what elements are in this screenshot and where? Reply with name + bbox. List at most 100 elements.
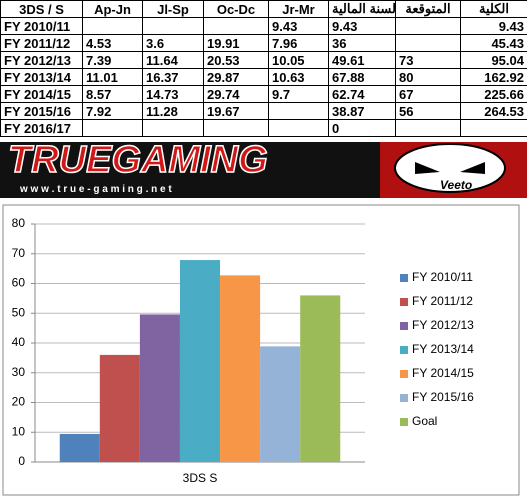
legend-swatch <box>400 418 408 426</box>
table-cell: 9.7 <box>268 85 329 103</box>
table-cell: FY 2015/16 <box>0 102 83 120</box>
table-cell: 62.74 <box>328 85 396 103</box>
table-row: FY 2015/16 7.92 11.28 19.67 38.87 56 264.53 <box>0 102 527 120</box>
legend-label: Goal <box>412 414 437 428</box>
mascot-name: Veeto <box>440 178 472 192</box>
table-cell: 3.6 <box>142 34 204 52</box>
table-cell: 16.37 <box>142 68 204 86</box>
legend-swatch <box>400 346 408 354</box>
table-row: FY 2012/13 7.39 11.64 20.53 10.05 49.61 73 95.0… <box>0 51 527 69</box>
table-cell: الكلية <box>460 0 527 18</box>
legend-swatch <box>400 322 408 330</box>
y-tick-label: 30 <box>12 365 26 379</box>
table-cell: 19.91 <box>203 34 269 52</box>
bar <box>59 433 100 462</box>
banner-url: w w w . t r u e - g a m i n g . n e t <box>19 184 172 195</box>
bar <box>300 295 341 462</box>
legend-label: FY 2013/14 <box>412 342 474 356</box>
table-cell <box>142 17 204 35</box>
table-row: FY 2013/14 11.01 16.37 29.87 10.63 67.88 80 162… <box>0 68 527 86</box>
data-table: 3DS / S Ap-Jn Jl-Sp Oc-Dc Jr-Mr السنة المالية… <box>0 0 527 137</box>
y-tick-label: 0 <box>18 454 25 468</box>
table-cell: FY 2010/11 <box>0 17 83 35</box>
table-cell <box>395 34 461 52</box>
banner-dark <box>0 142 380 198</box>
bar <box>139 314 180 462</box>
table-cell: 14.73 <box>142 85 204 103</box>
y-tick-label: 80 <box>12 216 26 230</box>
table-cell: 162.92 <box>460 68 527 86</box>
table-cell <box>82 17 143 35</box>
table-cell: FY 2016/17 <box>0 119 83 137</box>
table-cell: 8.57 <box>82 85 143 103</box>
table-cell: 11.64 <box>142 51 204 69</box>
legend-swatch <box>400 370 408 378</box>
table-cell <box>268 119 329 137</box>
table-cell: 80 <box>395 68 461 86</box>
table-row: FY 2010/11 9.43 9.43 9.43 <box>0 17 527 35</box>
table-cell <box>268 102 329 120</box>
table-cell <box>395 17 461 35</box>
y-tick-label: 10 <box>12 424 26 438</box>
banner-logo: TRUEGAMING <box>8 142 268 181</box>
table-cell: 7.39 <box>82 51 143 69</box>
legend-label: FY 2012/13 <box>412 318 474 332</box>
mascot-eyes <box>415 162 485 174</box>
y-tick-label: 70 <box>12 246 26 260</box>
table-row: FY 2011/12 4.53 3.6 19.91 7.96 36 45.43 <box>0 34 527 52</box>
mascot <box>394 143 506 193</box>
bar <box>260 346 301 462</box>
table-row: FY 2014/15 8.57 14.73 29.74 9.7 62.74 67 225.66 <box>0 85 527 103</box>
table-cell: FY 2012/13 <box>0 51 83 69</box>
table-cell: 38.87 <box>328 102 396 120</box>
y-tick-label: 40 <box>12 335 26 349</box>
table-cell: Oc-Dc <box>203 0 269 18</box>
legend-label: FY 2015/16 <box>412 390 474 404</box>
table-cell: 4.53 <box>82 34 143 52</box>
table-cell: السنة المالية <box>328 0 396 18</box>
table-cell: 9.43 <box>460 17 527 35</box>
table-cell <box>82 119 143 137</box>
legend-swatch <box>400 394 408 402</box>
table-cell: 225.66 <box>460 85 527 103</box>
table-cell: 56 <box>395 102 461 120</box>
table-cell: Jl-Sp <box>142 0 204 18</box>
table-cell <box>395 119 461 137</box>
table-cell: 11.28 <box>142 102 204 120</box>
table-cell: 9.43 <box>328 17 396 35</box>
table-cell: 67 <box>395 85 461 103</box>
legend-label: FY 2014/15 <box>412 366 474 380</box>
table-cell <box>142 119 204 137</box>
table-cell: 29.74 <box>203 85 269 103</box>
table-cell: 11.01 <box>82 68 143 86</box>
header-row: 3DS / S Ap-Jn Jl-Sp Oc-Dc Jr-Mr السنة المالية… <box>0 0 527 18</box>
chart: 0 10 20 30 40 50 60 70 80 3DS S FY 2010/11 FY 2011/… <box>2 204 520 496</box>
table-cell: FY 2014/15 <box>0 85 83 103</box>
x-tick-label: 3DS S <box>183 471 218 485</box>
table-cell: 20.53 <box>203 51 269 69</box>
table-cell: 29.87 <box>203 68 269 86</box>
legend-swatch <box>400 274 408 282</box>
table-cell: 49.61 <box>328 51 396 69</box>
bar <box>220 275 261 462</box>
table-cell: Ap-Jn <box>82 0 143 18</box>
table-cell: 264.53 <box>460 102 527 120</box>
legend-swatch <box>400 298 408 306</box>
legend-label: FY 2010/11 <box>412 270 473 284</box>
table-cell <box>203 17 269 35</box>
table-cell: 95.04 <box>460 51 527 69</box>
table-cell: 7.92 <box>82 102 143 120</box>
table-cell: Jr-Mr <box>268 0 329 18</box>
y-tick-label: 50 <box>12 305 26 319</box>
legend-label: FY 2011/12 <box>412 294 473 308</box>
table-cell <box>203 119 269 137</box>
y-tick-label: 60 <box>12 276 26 290</box>
bar <box>179 260 221 462</box>
table-cell: 0 <box>328 119 396 137</box>
table-cell: FY 2013/14 <box>0 68 83 86</box>
banner: TRUEGAMING w w w . t r u e - g a m i n g… <box>0 142 527 198</box>
bar <box>99 354 140 462</box>
table-cell <box>460 119 527 137</box>
table-cell: FY 2011/12 <box>0 34 83 52</box>
table-cell: 36 <box>328 34 396 52</box>
